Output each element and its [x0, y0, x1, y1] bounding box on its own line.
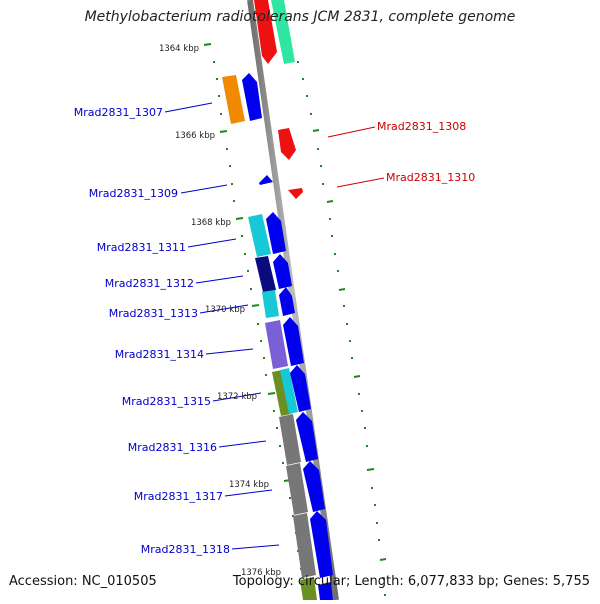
gene-label[interactable]: Mrad2831_1314 [115, 348, 204, 361]
reverse-strand-genes [222, 0, 317, 600]
gene-label[interactable]: Mrad2831_1317 [134, 490, 223, 503]
gene-feature-mrad2831-1310[interactable] [288, 188, 303, 199]
scale-label: 1366 kbp [175, 131, 215, 141]
gene-feature-mrad2831-1309[interactable] [259, 175, 273, 185]
gene-labels-left: Mrad2831_1307 Mrad2831_1309 Mrad2831_131… [74, 106, 230, 556]
gene-feature-mrad2831-1314-fwd[interactable] [283, 317, 304, 366]
gene-label[interactable]: Mrad2831_1318 [141, 543, 230, 556]
scale-labels: 1364 kbp 1366 kbp 1368 kbp 1370 kbp 1372… [159, 44, 281, 578]
gene-feature-mrad2831-1315[interactable] [272, 370, 291, 416]
gene-feature-mrad2831-1313[interactable] [262, 290, 279, 318]
gene-labels-right: Mrad2831_1308 Mrad2831_1310 [377, 120, 475, 184]
topology-text: Topology: circular; Length: 6,077,833 bp… [232, 574, 590, 589]
gene-feature-mrad2831-1314[interactable] [265, 320, 288, 369]
gene-feature-mrad2831-1316[interactable] [279, 414, 301, 465]
gene-feature-mrad2831-1315b[interactable] [280, 368, 298, 414]
scale-label: 1364 kbp [159, 44, 199, 54]
gene-label[interactable]: Mrad2831_1309 [89, 187, 178, 200]
gene-feature-mrad2831-1313-fwd[interactable] [279, 287, 295, 316]
scale-label: 1372 kbp [217, 392, 257, 402]
scale-label: 1370 kbp [205, 305, 245, 315]
gene-feature-mrad2831-1312[interactable] [255, 256, 276, 292]
gene-feature-mrad2831-1317[interactable] [286, 463, 308, 515]
gene-label[interactable]: Mrad2831_1311 [97, 241, 186, 254]
genome-backbone [247, 0, 339, 601]
gene-feature[interactable] [254, 0, 277, 64]
map-title: Methylobacterium radiotolerans JCM 2831,… [84, 9, 516, 25]
gene-feature-mrad2831-1311-fwd[interactable] [266, 212, 286, 254]
gene-feature[interactable] [300, 577, 317, 600]
gene-label[interactable]: Mrad2831_1307 [74, 106, 163, 119]
gene-feature-mrad2831-1317-fwd[interactable] [303, 461, 325, 512]
gene-feature[interactable] [271, 0, 295, 64]
gene-feature-mrad2831-1311[interactable] [248, 214, 271, 257]
gene-feature-mrad2831-1316-fwd[interactable] [296, 412, 318, 462]
gene-feature-mrad2831-1318[interactable] [293, 513, 316, 578]
gene-feature-mrad2831-1315-fwd[interactable] [290, 365, 311, 412]
gene-feature[interactable] [318, 582, 333, 600]
gene-feature-mrad2831-1308[interactable] [278, 128, 296, 160]
forward-strand-genes [242, 0, 333, 600]
scale-label: 1368 kbp [191, 218, 231, 228]
gene-label[interactable]: Mrad2831_1312 [105, 277, 194, 290]
gene-label[interactable]: Mrad2831_1316 [128, 441, 217, 454]
accession-text: Accession: NC_010505 [9, 574, 157, 589]
gene-label[interactable]: Mrad2831_1313 [109, 307, 198, 320]
scale-label: 1374 kbp [229, 480, 269, 490]
gene-label[interactable]: Mrad2831_1310 [386, 171, 475, 184]
gene-label[interactable]: Mrad2831_1315 [122, 395, 211, 408]
scale-label: 1376 kbp [241, 568, 281, 578]
gene-feature-mrad2831-1312-fwd[interactable] [273, 254, 292, 289]
label-leader-lines [164, 102, 385, 550]
gene-feature-mrad2831-1318-fwd[interactable] [310, 511, 333, 578]
gene-feature-mrad2831-1307-fwd[interactable] [242, 73, 262, 121]
gene-label[interactable]: Mrad2831_1308 [377, 120, 466, 133]
scale-ticks-outer [297, 61, 387, 596]
gene-feature-mrad2831-1307[interactable] [222, 75, 245, 124]
